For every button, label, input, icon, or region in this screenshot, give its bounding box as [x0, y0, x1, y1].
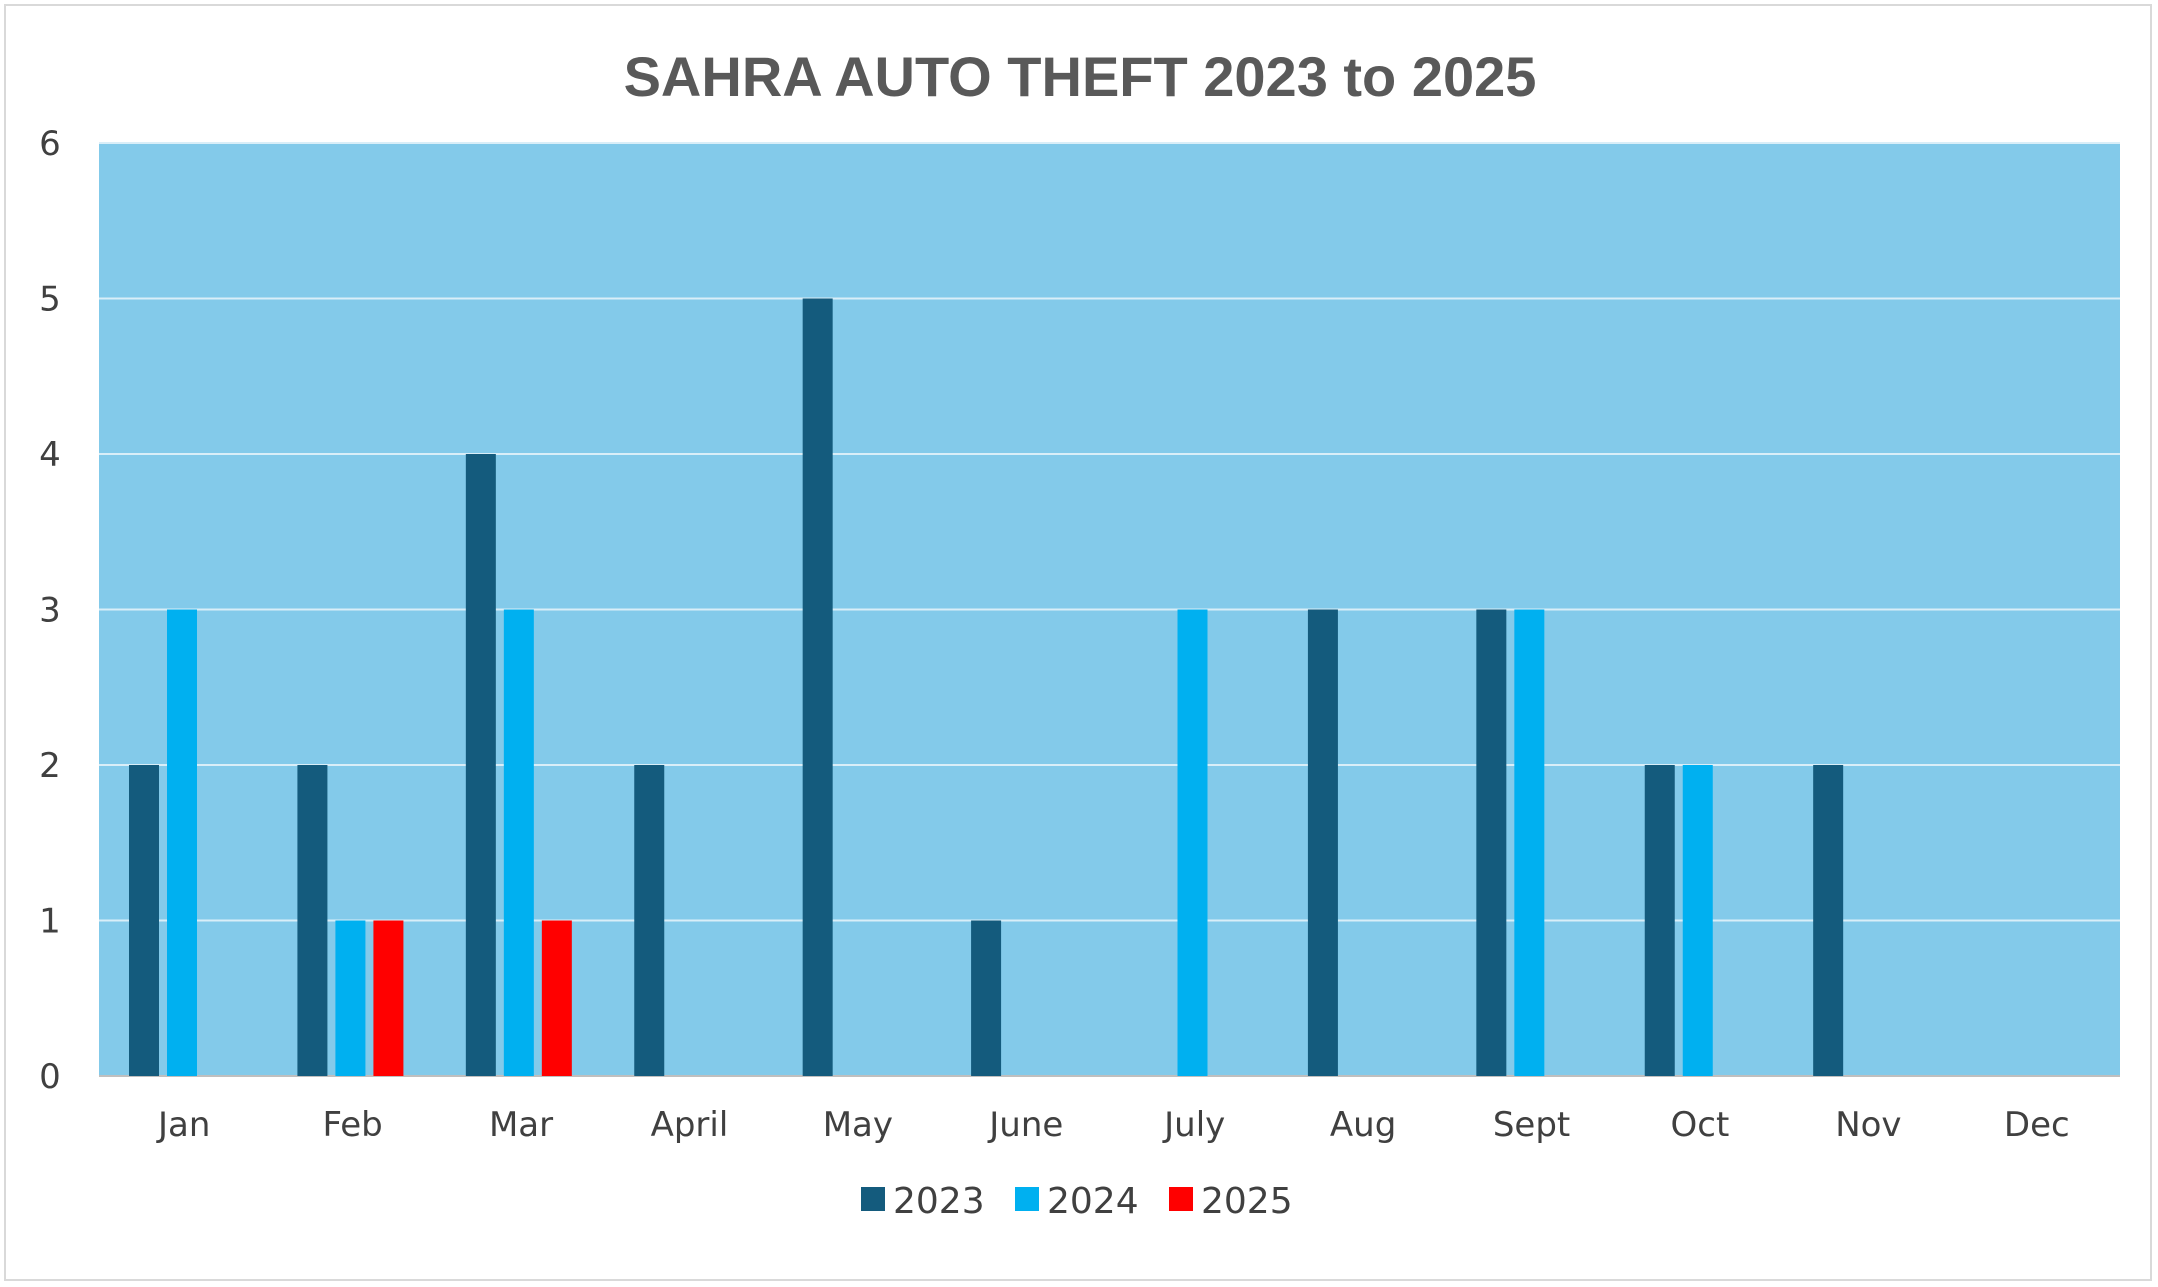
- x-tick-label: Dec: [2004, 1105, 2070, 1145]
- y-tick-label: 2: [39, 746, 61, 786]
- legend-swatch: [861, 1187, 885, 1211]
- bar: [971, 920, 1002, 1076]
- x-axis: Jan Feb Mar April May June July Aug Sept Oct Nov De…: [156, 1105, 2070, 1145]
- y-tick-label: 6: [39, 124, 61, 164]
- x-tick-label: Jan: [156, 1105, 210, 1145]
- y-tick-label: 5: [39, 280, 61, 320]
- bar: [335, 920, 366, 1076]
- bar: [167, 609, 197, 1076]
- bar: [1307, 609, 1338, 1076]
- y-tick-label: 0: [39, 1057, 61, 1097]
- legend-label: 2025: [1201, 1181, 1293, 1222]
- legend-label: 2023: [893, 1181, 985, 1222]
- bar: [634, 765, 665, 1076]
- x-tick-label: Aug: [1330, 1105, 1396, 1145]
- x-tick-label: April: [651, 1105, 729, 1145]
- x-tick-label: June: [987, 1105, 1063, 1145]
- bar: [465, 454, 496, 1076]
- bar: [541, 920, 572, 1076]
- legend-swatch: [1015, 1187, 1039, 1211]
- bar: [1813, 765, 1844, 1076]
- gridlines: [99, 142, 2120, 1077]
- bar: [1177, 609, 1208, 1076]
- x-tick-label: Sept: [1493, 1105, 1570, 1145]
- bar: [373, 920, 404, 1076]
- legend: 2023 2024 2025: [861, 1181, 1293, 1222]
- legend-label: 2024: [1047, 1181, 1139, 1222]
- x-tick-label: Oct: [1671, 1105, 1730, 1145]
- bar: [1476, 609, 1507, 1076]
- bar: [1644, 765, 1675, 1076]
- bar: [297, 765, 328, 1076]
- y-tick-label: 1: [39, 902, 61, 942]
- y-axis: 0 1 2 3 4 5 6: [39, 124, 61, 1097]
- bar: [1682, 765, 1713, 1076]
- bar: [1514, 609, 1545, 1076]
- bar: [503, 609, 534, 1076]
- chart-title: SAHRA AUTO THEFT 2023 to 2025: [624, 45, 1537, 108]
- x-tick-label: Mar: [489, 1105, 553, 1145]
- x-tick-label: Nov: [1835, 1105, 1901, 1145]
- legend-swatch: [1169, 1187, 1193, 1211]
- x-tick-label: May: [823, 1105, 893, 1145]
- x-tick-label: July: [1162, 1105, 1225, 1145]
- bar: [802, 298, 833, 1076]
- y-tick-label: 3: [39, 591, 61, 631]
- x-tick-label: Feb: [323, 1105, 383, 1145]
- y-tick-label: 4: [39, 435, 61, 475]
- bar: [129, 765, 159, 1076]
- bars: [129, 298, 1844, 1076]
